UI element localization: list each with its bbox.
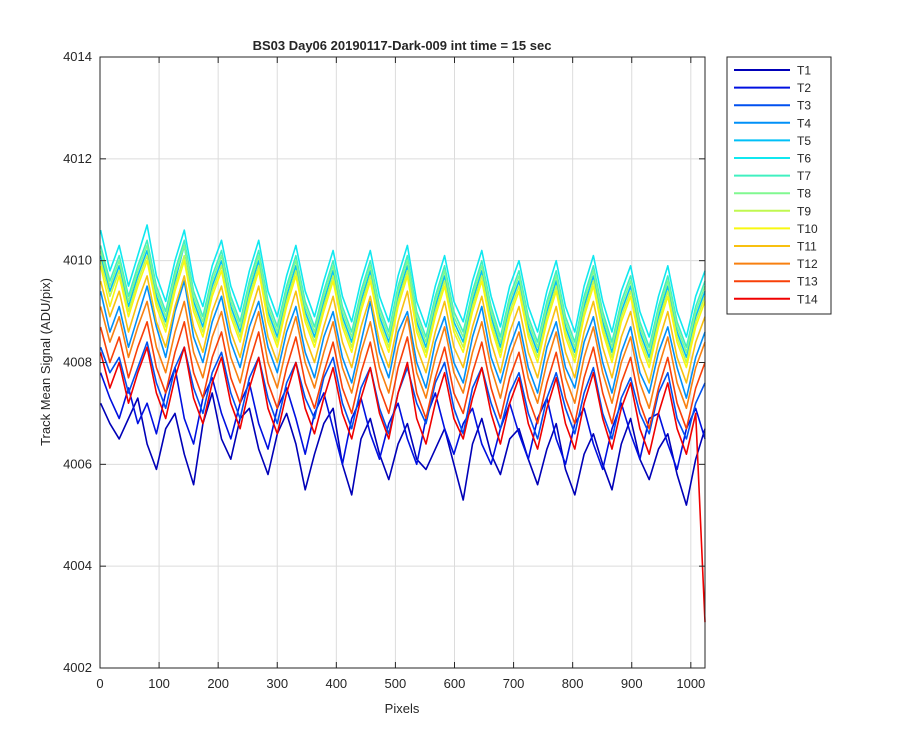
legend-label-t8: T8 xyxy=(797,187,811,201)
x-axis-ticks: 0 100 200 300 400 500 600 700 800 900 1000 xyxy=(96,57,705,691)
x-tick-label: 300 xyxy=(266,676,288,691)
x-tick-label: 0 xyxy=(96,676,103,691)
x-tick-label: 1000 xyxy=(676,676,705,691)
y-tick-label: 4008 xyxy=(63,355,92,370)
x-tick-label: 100 xyxy=(148,676,170,691)
legend-box xyxy=(726,56,832,315)
x-tick-label: 200 xyxy=(207,676,229,691)
legend-label-t3: T3 xyxy=(797,99,811,113)
series-line-t10 xyxy=(99,259,706,369)
legend-label-t2: T2 xyxy=(797,81,811,95)
legend-label-t14: T14 xyxy=(797,292,818,306)
legend-label-t7: T7 xyxy=(797,169,811,183)
series-line-t14 xyxy=(99,346,706,623)
y-tick-label: 4014 xyxy=(63,49,92,64)
x-axis-label: Pixels xyxy=(385,701,420,716)
y-axis-label: Track Mean Signal (ADU/pix) xyxy=(38,278,53,446)
x-tick-label: 800 xyxy=(562,676,584,691)
series-line-t11 xyxy=(99,275,706,384)
series-lines xyxy=(99,224,706,623)
legend-label-t12: T12 xyxy=(797,257,818,271)
series-line-t2 xyxy=(99,366,706,471)
series-line-t8 xyxy=(99,244,706,354)
legend-label-t13: T13 xyxy=(797,275,818,289)
legend: T1 T2 T3 T4 T5 T6 T7 T8 T9 T10 T11 T12 T13 T14 xyxy=(726,56,832,315)
legend-label-t11: T11 xyxy=(797,240,817,254)
y-axis-ticks: 4002 4004 4006 4008 4010 4012 4014 xyxy=(63,49,705,675)
x-tick-label: 900 xyxy=(621,676,643,691)
y-tick-label: 4002 xyxy=(63,660,92,675)
series-line-t12 xyxy=(99,300,706,410)
legend-label-t9: T9 xyxy=(797,204,811,218)
series-line-t6 xyxy=(99,224,706,338)
legend-label-t5: T5 xyxy=(797,134,811,148)
y-tick-label: 4006 xyxy=(63,456,92,471)
series-line-t1 xyxy=(99,392,706,506)
legend-label-t10: T10 xyxy=(797,222,818,236)
y-tick-label: 4004 xyxy=(63,558,92,573)
legend-label-t1: T1 xyxy=(797,64,811,78)
y-tick-label: 4012 xyxy=(63,151,92,166)
series-line-t7 xyxy=(99,239,706,349)
x-tick-label: 600 xyxy=(444,676,466,691)
series-line-t9 xyxy=(99,254,706,364)
legend-label-t6: T6 xyxy=(797,152,811,166)
series-line-t4 xyxy=(99,280,706,399)
y-tick-label: 4010 xyxy=(63,253,92,268)
x-tick-label: 400 xyxy=(325,676,347,691)
chart-title: BS03 Day06 20190117-Dark-009 int time = … xyxy=(253,38,552,53)
x-tick-label: 700 xyxy=(503,676,525,691)
x-tick-label: 500 xyxy=(385,676,407,691)
series-line-t13 xyxy=(99,320,706,430)
series-line-t5 xyxy=(99,244,706,359)
legend-label-t4: T4 xyxy=(797,116,811,130)
